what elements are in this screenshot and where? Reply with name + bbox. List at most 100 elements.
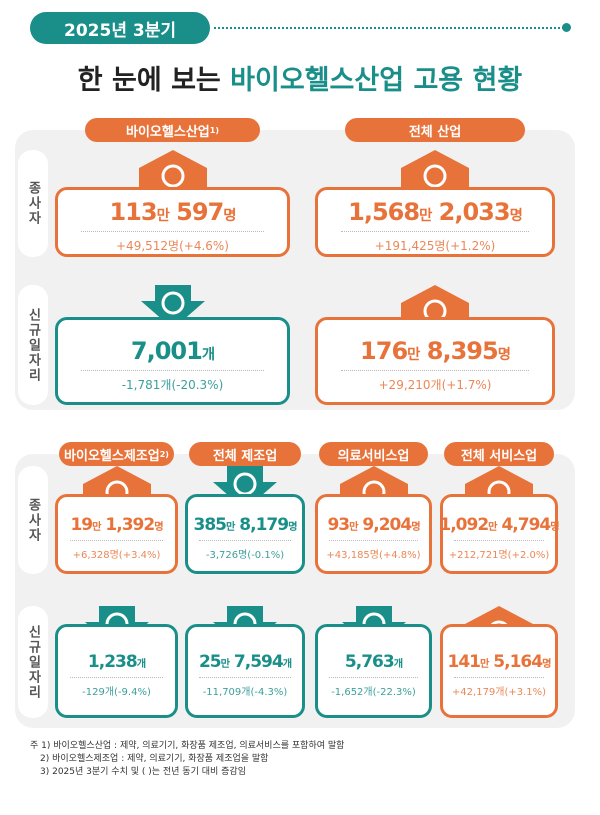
- icon: [401, 150, 469, 194]
- stat-change: +29,210개(+1.7%): [378, 378, 492, 392]
- stat-card: 7,001개 -1,781개(-20.3%): [55, 317, 290, 405]
- stat-card: 93만 9,204명 +43,185명(+4.8%): [315, 494, 432, 574]
- value-part: 25: [198, 652, 222, 672]
- stat-value: 141만 5,164명: [447, 652, 552, 672]
- column-name: 전체 서비스업: [460, 448, 538, 464]
- value-part: 8,395: [419, 337, 499, 365]
- value-part: 113: [109, 198, 157, 226]
- divider: [341, 231, 529, 232]
- value-part: 개: [282, 659, 292, 670]
- value-part: 명: [288, 522, 297, 533]
- stat-card: 19만 1,392명 +6,328명(+3.4%): [55, 494, 178, 574]
- divider: [69, 677, 164, 678]
- icon: [140, 285, 205, 329]
- value-part: 1,392: [100, 515, 155, 535]
- stat-change: +212,721명(+2.0%): [448, 550, 550, 561]
- title-highlight: 바이오헬스산업 고용 현황: [230, 65, 523, 96]
- row-label-text: 종사자: [25, 497, 41, 543]
- stat-card: 1,092만 4,794명 +212,721명(+2.0%): [439, 494, 560, 574]
- title-plain: 한 눈에 보는: [77, 65, 221, 96]
- row-label: 신규일자리: [18, 285, 48, 405]
- stat-card: 141만 5,164명 +42,179개(+3.1%): [440, 624, 558, 718]
- value-part: 만: [488, 522, 497, 533]
- value-part: 명: [497, 347, 511, 363]
- value-part: 만: [407, 347, 420, 363]
- value-part: 176: [360, 337, 408, 365]
- title: 한 눈에 보는 바이오헬스산업 고용 현황: [0, 58, 600, 97]
- column-name: 바이오헬스제조업: [64, 448, 160, 464]
- row-label-text: 신규일자리: [25, 307, 41, 383]
- value-part: 141: [447, 652, 481, 672]
- stat-change: +191,425명(+1.2%): [374, 239, 496, 253]
- divider: [454, 677, 544, 678]
- stat-value: 385만 8,179명: [193, 515, 298, 535]
- stat-change: -11,709개(-4.3%): [202, 687, 288, 698]
- value-part: 9,204: [357, 515, 412, 535]
- stat-value: 176만 8,395명: [360, 337, 511, 365]
- footnote: 3) 2025년 3분기 수치 및 ( )는 전년 동기 대비 증감임: [40, 767, 246, 777]
- stat-value: 25만 7,594개: [198, 652, 292, 672]
- column-name: 바이오헬스산업: [126, 124, 210, 140]
- divider: [69, 540, 164, 541]
- stat-card: 1,568만 2,033명 +191,425명(+1.2%): [315, 187, 555, 257]
- divider: [199, 540, 291, 541]
- value-part: 만: [419, 208, 432, 224]
- value-part: 5,763: [344, 652, 395, 672]
- dot: [562, 23, 571, 32]
- stat-card: 176만 8,395명 +29,210개(+1.7%): [315, 317, 555, 405]
- footnote: 주 1) 바이오헬스산업 : 제약, 의료기기, 화장품 제조업, 의료서비스를…: [30, 741, 345, 751]
- value-part: 명: [411, 522, 420, 533]
- dotted-line: [214, 27, 564, 29]
- stat-card: 385만 8,179명 -3,726명(-0.1%): [185, 494, 305, 574]
- stat-value: 19만 1,392명: [70, 515, 163, 535]
- row-label-text: 종사자: [25, 181, 41, 226]
- stat-value: 1,568만 2,033명: [348, 198, 523, 226]
- stat-value: 5,763개: [344, 652, 403, 672]
- footnote-ref: 2): [159, 449, 169, 459]
- icon: [138, 150, 207, 194]
- divider: [329, 677, 418, 678]
- divider: [80, 231, 265, 232]
- value-part: 8,179: [234, 515, 289, 535]
- stat-change: +43,185명(+4.8%): [326, 550, 421, 561]
- column-header: 바이오헬스산업 1): [85, 118, 260, 142]
- divider: [80, 370, 265, 371]
- footnote: 2) 바이오헬스제조업 : 제약, 의료기기, 화장품 제조업을 말함: [40, 754, 269, 764]
- badge: 2025년 3분기: [30, 12, 210, 44]
- stat-value: 1,092만 4,794명: [439, 515, 559, 535]
- stat-value: 7,001개: [130, 337, 215, 365]
- column-header: 전체 서비스업: [444, 442, 554, 466]
- value-part: 7,001: [130, 337, 203, 365]
- column-header: 전체 제조업: [189, 442, 301, 466]
- value-part: 명: [154, 522, 163, 533]
- stat-change: +49,512명(+4.6%): [116, 239, 229, 253]
- value-part: 만: [220, 659, 230, 670]
- column-header: 바이오헬스제조업 2): [59, 442, 174, 466]
- value-part: 개: [393, 659, 403, 670]
- value-part: 명: [509, 208, 523, 224]
- stat-card: 25만 7,594개 -11,709개(-4.3%): [185, 624, 305, 718]
- value-part: 명: [223, 208, 236, 224]
- column-name: 의료서비스업: [337, 448, 410, 464]
- footnote-ref: 1): [209, 125, 219, 135]
- value-part: 385: [193, 515, 227, 535]
- divider: [199, 677, 291, 678]
- stat-change: -1,781개(-20.3%): [121, 378, 224, 392]
- stat-card: 5,763개 -1,652개(-22.3%): [315, 624, 432, 718]
- value-part: 1,092: [439, 515, 489, 535]
- value-part: 만: [226, 522, 235, 533]
- value-part: 개: [136, 659, 146, 670]
- stat-value: 1,238개: [88, 652, 146, 672]
- stat-change: +6,328명(+3.4%): [72, 550, 161, 561]
- divider: [454, 540, 544, 541]
- column-name: 전체 제조업: [212, 448, 278, 464]
- stat-change: -1,652개(-22.3%): [331, 687, 416, 698]
- divider: [329, 540, 418, 541]
- stat-change: -3,726명(-0.1%): [205, 550, 285, 561]
- value-part: 명: [550, 522, 559, 533]
- stat-value: 93만 9,204명: [327, 515, 420, 535]
- value-part: 2,033: [431, 198, 511, 226]
- value-part: 명: [542, 659, 551, 670]
- column-header: 전체 산업: [345, 118, 525, 142]
